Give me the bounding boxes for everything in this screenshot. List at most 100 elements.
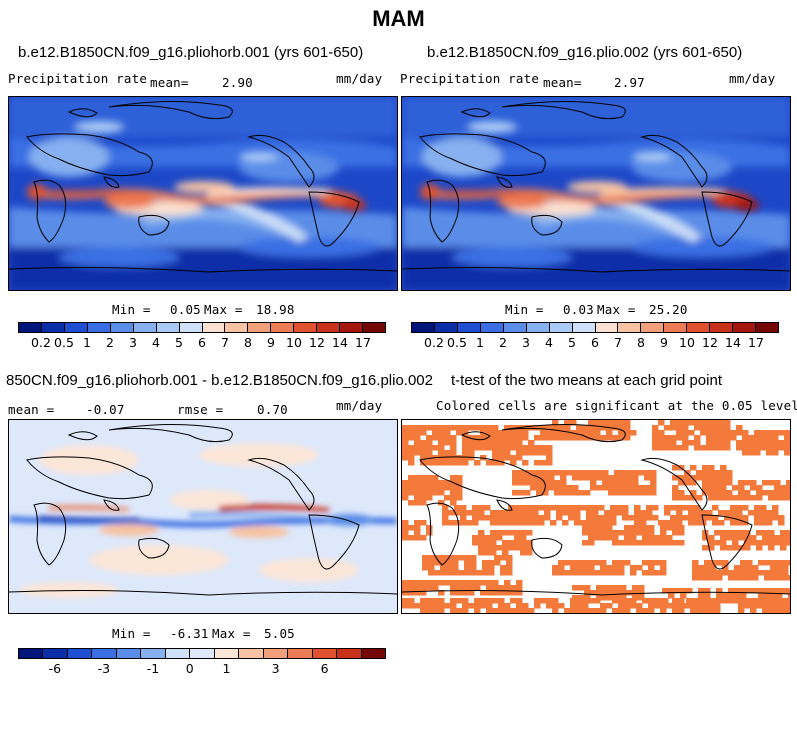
colorbar-tick-label: 0.2 — [31, 335, 51, 350]
colorbar-swatch — [618, 323, 642, 332]
colorbar-tick-label: 7 — [221, 335, 229, 350]
panel1-variable-label: Precipitation rate — [8, 71, 148, 86]
colorbar-swatch — [133, 323, 157, 332]
panel2-min-label: Min = — [505, 302, 544, 317]
panel3-min-label: Min = — [112, 626, 151, 641]
significance-map — [401, 419, 791, 614]
precip-map-pliohorb — [8, 96, 398, 291]
colorbar-tick-label: 1 — [222, 661, 231, 676]
colorbar-tick-label: 6 — [591, 335, 599, 350]
colorbar-swatch — [156, 323, 180, 332]
panel3-max-label: Max = — [212, 626, 251, 641]
colorbar-tick-label: 5 — [175, 335, 183, 350]
panel1-max-value: 18.98 — [256, 302, 295, 317]
panel1-mean-value: 2.90 — [222, 75, 253, 90]
colorbar-tick-label: 0 — [185, 661, 194, 676]
colorbar-swatch — [67, 649, 93, 658]
colorbar-tick-label: 6 — [320, 661, 329, 676]
colorbar-tick-label: 7 — [614, 335, 622, 350]
colorbar-tick-label: 4 — [545, 335, 553, 350]
page-title: MAM — [372, 6, 425, 31]
panel3-units: mm/day — [336, 398, 383, 413]
colorbar-swatch — [271, 323, 295, 332]
panel3-rmse-value: 0.70 — [257, 402, 288, 417]
precip-colorbar-right — [411, 322, 779, 333]
colorbar-swatch — [457, 323, 481, 332]
panel3-mean-label: mean = — [8, 402, 55, 417]
colorbar-swatch — [412, 323, 435, 332]
colorbar-swatch — [288, 649, 313, 658]
colorbar-swatch — [664, 323, 688, 332]
colorbar-swatch — [263, 649, 289, 658]
panel2-title: b.e12.B1850CN.f09_g16.plio.002 (yrs 601-… — [427, 44, 743, 61]
colorbar-swatch — [312, 649, 338, 658]
colorbar-tick-label: 1 — [83, 335, 91, 350]
colorbar-tick-label: 10 — [679, 335, 695, 350]
colorbar-tick-label: 14 — [725, 335, 741, 350]
colorbar-tick-label: 2 — [499, 335, 507, 350]
colorbar-swatch — [363, 323, 385, 332]
colorbar-tick-label: 17 — [355, 335, 371, 350]
colorbar-swatch — [340, 323, 364, 332]
colorbar-swatch — [19, 323, 42, 332]
colorbar-tick-label: 0.2 — [424, 335, 444, 350]
panel3-mean-value: -0.07 — [86, 402, 125, 417]
colorbar-tick-label: 5 — [568, 335, 576, 350]
precip-colorbar-left — [18, 322, 386, 333]
colorbar-swatch — [64, 323, 88, 332]
colorbar-swatch — [116, 649, 142, 658]
colorbar-swatch — [337, 649, 362, 658]
colorbar-swatch — [549, 323, 573, 332]
colorbar-tick-label: 3 — [522, 335, 530, 350]
difference-colorbar — [18, 648, 386, 659]
colorbar-tick-label: 6 — [198, 335, 206, 350]
colorbar-tick-label: -6 — [48, 661, 62, 676]
colorbar-tick-label: 2 — [106, 335, 114, 350]
colorbar-tick-label: 1 — [476, 335, 484, 350]
panel2-max-value: 25.20 — [649, 302, 688, 317]
colorbar-tick-label: 3 — [271, 661, 280, 676]
significance-cells — [402, 420, 790, 613]
colorbar-tick-label: 4 — [152, 335, 160, 350]
panel3-rmse-label: rmse = — [177, 402, 224, 417]
colorbar-swatch — [141, 649, 166, 658]
panel1-max-label: Max = — [204, 302, 243, 317]
colorbar-swatch — [225, 323, 249, 332]
colorbar-tick-label: 8 — [244, 335, 252, 350]
colorbar-swatch — [641, 323, 665, 332]
panel2-units: mm/day — [729, 71, 776, 86]
panel3-max-value: 5.05 — [264, 626, 295, 641]
colorbar-swatch — [165, 649, 191, 658]
colorbar-swatch — [480, 323, 504, 332]
colorbar-swatch — [92, 649, 117, 658]
colorbar-tick-label: 17 — [748, 335, 764, 350]
colorbar-tick-label: 3 — [129, 335, 137, 350]
colorbar-swatch — [572, 323, 596, 332]
panel2-mean-label: mean= — [543, 75, 582, 90]
colorbar-tick-label: 12 — [309, 335, 325, 350]
panel3-min-value: -6.31 — [170, 626, 209, 641]
panel1-title: b.e12.B1850CN.f09_g16.pliohorb.001 (yrs … — [18, 44, 364, 61]
colorbar-swatch — [526, 323, 550, 332]
colorbar-tick-label: 0.5 — [447, 335, 467, 350]
colorbar-swatch — [710, 323, 734, 332]
colorbar-swatch — [239, 649, 264, 658]
panel1-units: mm/day — [336, 71, 383, 86]
panel1-min-value: 0.05 — [170, 302, 201, 317]
colorbar-tick-label: 12 — [702, 335, 718, 350]
panel1-mean-label: mean= — [150, 75, 189, 90]
colorbar-swatch — [294, 323, 318, 332]
precip-colorbar-left-labels: 0.2 0.5 1 2 3 4 5 6 7 8 9 10 12 14 17 — [18, 335, 386, 351]
colorbar-swatch — [41, 323, 65, 332]
precip-map-plio — [401, 96, 791, 291]
panel2-min-value: 0.03 — [563, 302, 594, 317]
panel4-subtitle: Colored cells are significant at the 0.0… — [436, 398, 797, 413]
difference-map — [8, 419, 398, 614]
colorbar-swatch — [361, 649, 386, 658]
colorbar-tick-label: 14 — [332, 335, 348, 350]
colorbar-swatch — [190, 649, 215, 658]
colorbar-swatch — [87, 323, 111, 332]
colorbar-swatch — [503, 323, 527, 332]
colorbar-swatch — [248, 323, 272, 332]
colorbar-swatch — [43, 649, 68, 658]
